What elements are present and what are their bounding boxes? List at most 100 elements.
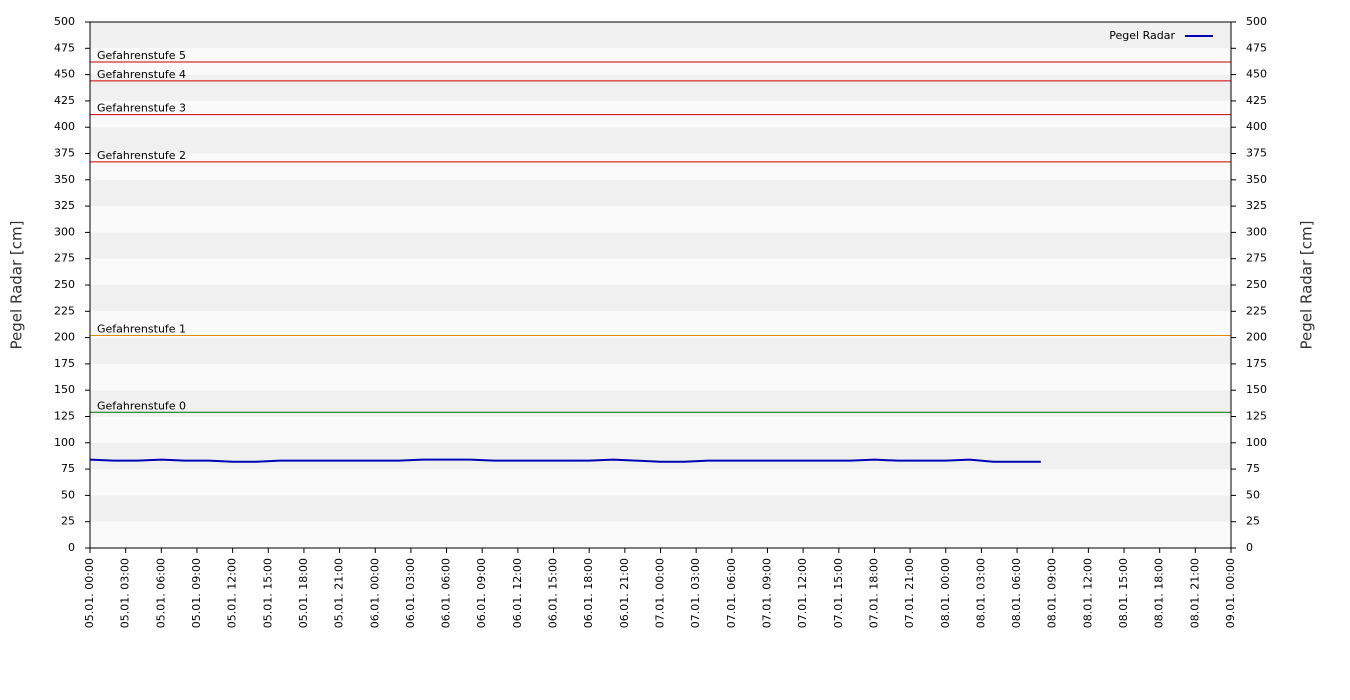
y-tick-label: 100 bbox=[54, 436, 75, 449]
x-tick-label: 05.01. 12:00 bbox=[226, 558, 239, 628]
y2-tick-label: 50 bbox=[1246, 488, 1260, 501]
y2-tick-label: 150 bbox=[1246, 383, 1267, 396]
x-tick-label: 08.01. 06:00 bbox=[1010, 558, 1023, 628]
y-tick-label: 225 bbox=[54, 304, 75, 317]
x-tick-label: 09.01. 00:00 bbox=[1224, 558, 1237, 628]
x-tick-label: 07.01. 06:00 bbox=[725, 558, 738, 628]
y-tick-label: 450 bbox=[54, 68, 75, 81]
x-tick-label: 05.01. 03:00 bbox=[119, 558, 132, 628]
x-tick-label: 05.01. 21:00 bbox=[333, 558, 346, 628]
x-tick-label: 05.01. 15:00 bbox=[261, 558, 274, 628]
x-tick-label: 08.01. 21:00 bbox=[1188, 558, 1201, 628]
y2-tick-label: 300 bbox=[1246, 225, 1267, 238]
x-tick-label: 05.01. 09:00 bbox=[190, 558, 203, 628]
y2-tick-label: 350 bbox=[1246, 173, 1267, 186]
threshold-label: Gefahrenstufe 4 bbox=[97, 68, 186, 81]
y-tick-label: 0 bbox=[68, 541, 75, 554]
y2-tick-label: 275 bbox=[1246, 252, 1267, 265]
y-tick-label: 350 bbox=[54, 173, 75, 186]
grid-band bbox=[90, 442, 1231, 470]
grid-band bbox=[90, 285, 1231, 312]
y2-tick-label: 425 bbox=[1246, 94, 1267, 107]
y2-tick-label: 250 bbox=[1246, 278, 1267, 291]
x-tick-label: 06.01. 00:00 bbox=[368, 558, 381, 628]
y-tick-label: 50 bbox=[61, 488, 75, 501]
x-tick-label: 06.01. 18:00 bbox=[582, 558, 595, 628]
y-axis-title: Pegel Radar [cm] bbox=[8, 221, 26, 350]
y2-tick-label: 225 bbox=[1246, 304, 1267, 317]
y2-tick-label: 325 bbox=[1246, 199, 1267, 212]
grid-band bbox=[90, 179, 1231, 207]
y-tick-label: 325 bbox=[54, 199, 75, 212]
x-tick-label: 08.01. 15:00 bbox=[1117, 558, 1130, 628]
x-tick-label: 07.01. 18:00 bbox=[867, 558, 880, 628]
y2-tick-label: 500 bbox=[1246, 15, 1267, 28]
grid-band bbox=[90, 232, 1231, 259]
x-tick-label: 06.01. 21:00 bbox=[618, 558, 631, 628]
y-tick-label: 25 bbox=[61, 515, 75, 528]
grid-band bbox=[90, 258, 1231, 285]
x-tick-label: 08.01. 18:00 bbox=[1153, 558, 1166, 628]
threshold-label: Gefahrenstufe 3 bbox=[97, 102, 186, 115]
grid-band bbox=[90, 337, 1231, 364]
grid-band bbox=[90, 206, 1231, 233]
grid-band bbox=[90, 48, 1231, 75]
x-tick-label: 05.01. 06:00 bbox=[154, 558, 167, 628]
threshold-label: Gefahrenstufe 0 bbox=[97, 399, 186, 412]
y2-axis-title: Pegel Radar [cm] bbox=[1298, 221, 1316, 350]
x-tick-label: 06.01. 09:00 bbox=[475, 558, 488, 628]
y2-tick-label: 450 bbox=[1246, 68, 1267, 81]
x-tick-label: 07.01. 00:00 bbox=[654, 558, 667, 628]
x-tick-label: 08.01. 00:00 bbox=[939, 558, 952, 628]
threshold-label: Gefahrenstufe 2 bbox=[97, 149, 186, 162]
x-tick-label: 08.01. 09:00 bbox=[1046, 558, 1059, 628]
y2-tick-label: 200 bbox=[1246, 331, 1267, 344]
threshold-label: Gefahrenstufe 1 bbox=[97, 322, 186, 335]
y2-tick-label: 75 bbox=[1246, 462, 1260, 475]
data-line bbox=[89, 458, 1041, 463]
y-tick-label: 500 bbox=[54, 15, 75, 28]
y2-tick-label: 375 bbox=[1246, 147, 1267, 160]
grid-band bbox=[90, 311, 1231, 338]
grid-band bbox=[90, 363, 1231, 391]
y-tick-label: 75 bbox=[61, 462, 75, 475]
y-tick-label: 125 bbox=[54, 410, 75, 423]
y-tick-label: 175 bbox=[54, 357, 75, 370]
y-tick-label: 475 bbox=[54, 41, 75, 54]
y-tick-label: 425 bbox=[54, 94, 75, 107]
grid-band bbox=[90, 521, 1231, 548]
x-tick-label: 07.01. 21:00 bbox=[903, 558, 916, 628]
grid-band bbox=[90, 127, 1231, 154]
x-tick-label: 06.01. 06:00 bbox=[440, 558, 453, 628]
threshold-label: Gefahrenstufe 5 bbox=[97, 49, 186, 62]
y-tick-label: 375 bbox=[54, 147, 75, 160]
plot-frame bbox=[89, 21, 1232, 549]
y2-tick-label: 100 bbox=[1246, 436, 1267, 449]
y2-tick-label: 475 bbox=[1246, 41, 1267, 54]
x-tick-label: 06.01. 15:00 bbox=[547, 558, 560, 628]
y-tick-label: 400 bbox=[54, 120, 75, 133]
grid-band bbox=[90, 100, 1231, 128]
grid-band bbox=[90, 469, 1231, 496]
x-tick-label: 06.01. 03:00 bbox=[404, 558, 417, 628]
x-tick-label: 07.01. 15:00 bbox=[832, 558, 845, 628]
grid-band bbox=[90, 22, 1231, 49]
y2-tick-label: 125 bbox=[1246, 410, 1267, 423]
x-tick-label: 08.01. 12:00 bbox=[1081, 558, 1094, 628]
y2-tick-label: 25 bbox=[1246, 515, 1260, 528]
x-tick-label: 07.01. 12:00 bbox=[796, 558, 809, 628]
x-tick-label: 05.01. 18:00 bbox=[297, 558, 310, 628]
x-tick-label: 06.01. 12:00 bbox=[511, 558, 524, 628]
y-tick-label: 250 bbox=[54, 278, 75, 291]
legend-label: Pegel Radar bbox=[1109, 29, 1175, 42]
y2-tick-label: 400 bbox=[1246, 120, 1267, 133]
grid-band bbox=[90, 416, 1231, 443]
x-tick-label: 07.01. 09:00 bbox=[760, 558, 773, 628]
y-tick-label: 150 bbox=[54, 383, 75, 396]
x-tick-label: 05.01. 00:00 bbox=[83, 558, 96, 628]
y2-tick-label: 175 bbox=[1246, 357, 1267, 370]
x-tick-label: 07.01. 03:00 bbox=[689, 558, 702, 628]
x-tick-label: 08.01. 03:00 bbox=[974, 558, 987, 628]
y-tick-label: 300 bbox=[54, 225, 75, 238]
